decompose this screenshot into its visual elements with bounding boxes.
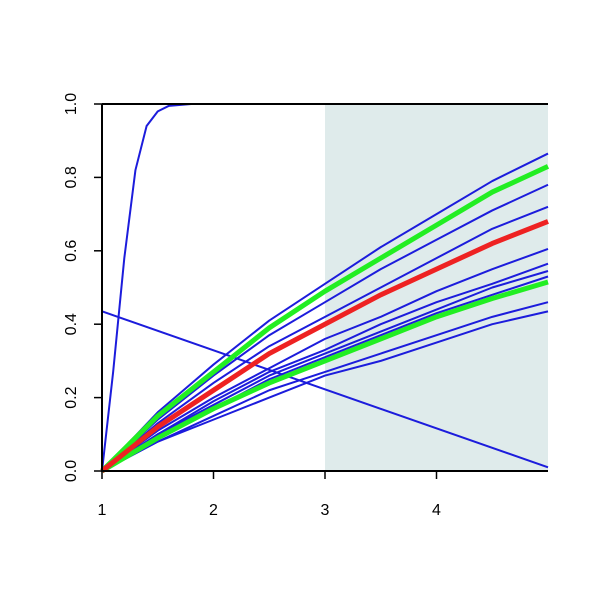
curve	[101, 205, 549, 472]
x-tick-label: 4	[432, 502, 441, 519]
curve	[101, 262, 549, 472]
x-tick-label: 1	[98, 502, 107, 519]
y-tick-label: 0.8	[63, 166, 80, 188]
shaded-region	[325, 104, 548, 471]
y-tick-label: 0.0	[63, 460, 80, 482]
curve	[101, 310, 549, 469]
y-tick-label: 0.6	[63, 240, 80, 262]
curve	[100, 279, 549, 474]
curve	[101, 301, 549, 472]
y-tick-label: 0.4	[63, 313, 80, 335]
y-tick-label: 1.0	[63, 93, 80, 115]
curve	[101, 310, 549, 472]
curve	[100, 219, 549, 473]
curve	[100, 164, 550, 473]
curve	[101, 152, 549, 472]
x-tick-label: 2	[209, 502, 218, 519]
y-tick-label: 0.2	[63, 386, 80, 408]
curve	[101, 248, 549, 472]
curve	[101, 183, 549, 472]
x-tick-label: 3	[321, 502, 330, 519]
curve	[101, 270, 549, 472]
